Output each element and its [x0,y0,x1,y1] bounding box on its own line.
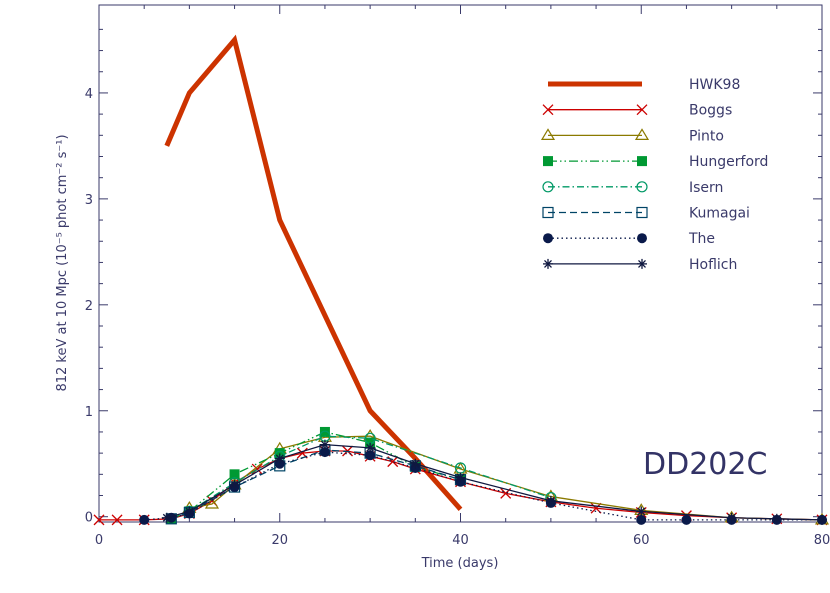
x-tick-label: 20 [271,533,288,548]
legend-marker [543,258,553,269]
series-hwk98 [164,34,463,511]
series-line-pinto [189,435,823,521]
data-point-hungerford [274,448,285,459]
legend-marker [542,104,554,116]
legend-marker [540,128,556,140]
data-point-hoflich [545,495,556,506]
legend-label: Kumagai [689,206,750,222]
data-point-hoflich [726,512,737,523]
data-point-hoflich [161,512,172,523]
data-point-hoflich [319,439,330,450]
y-tick-label: 1 [85,405,93,420]
legend-entry-isern: Isern [542,180,723,196]
data-point-hoflich [274,453,285,464]
legend-marker [637,233,647,244]
x-tick-label: 40 [452,533,469,548]
data-point-hungerford [319,426,330,437]
axis-ticks: 0 20 40 60 80 0 1 2 3 4 [85,5,830,548]
x-tick-label: 80 [814,533,830,548]
data-point-hoflich [771,513,782,524]
series-line-isern [189,435,552,512]
series-kumagai [165,444,467,525]
legend-entry-hungerford: Hungerford [543,154,768,170]
legend-label: Boggs [689,103,732,119]
data-point-hoflich [410,458,421,469]
legend-label: HWK98 [689,77,740,93]
legend-entry-the: The [543,231,715,247]
series-layer [93,34,830,526]
legend-marker [637,258,647,269]
series-line-hwk98 [164,34,463,511]
data-point-hungerford [229,469,240,480]
y-tick-label: 0 [85,511,93,526]
legend-marker [543,233,553,244]
x-axis-label: Time (days) [421,556,499,571]
x-tick-label: 60 [633,533,650,548]
data-point-hungerford [365,437,376,448]
data-point-hoflich [636,506,647,517]
legend-marker [636,181,648,193]
y-tick-label: 4 [85,87,93,102]
legend-marker [636,206,648,219]
data-point-hoflich [184,506,195,517]
legend-entry-kumagai: Kumagai [542,206,750,222]
legend-entry-hoflich: Hoflich [543,257,737,273]
data-point-boggs [111,514,123,526]
legend-entry-hwk98: HWK98 [548,77,740,93]
legend-label: Hoflich [689,257,737,273]
legend-marker [634,128,650,140]
series-hoflich [161,439,827,525]
y-tick-label: 2 [85,299,93,314]
data-point-boggs [93,514,105,526]
legend-marker [636,104,648,116]
series-line-hungerford [171,431,461,520]
data-point-the [365,450,376,461]
legend-marker [543,156,553,167]
data-point-pinto [204,496,220,509]
legend-marker [542,181,554,193]
legend-entry-boggs: Boggs [542,103,732,119]
data-point-hoflich [365,442,376,453]
y-tick-label: 3 [85,193,93,208]
data-point-hoflich [455,472,466,483]
legend-label: Pinto [689,128,724,144]
chart-annotation: DD202C [643,447,767,482]
legend-label: Isern [689,180,723,196]
legend: HWK98 Boggs Pinto Hungerford Isern Kumagai The… [540,77,768,273]
legend-label: Hungerford [689,154,768,170]
data-point-the [636,514,647,525]
data-point-hoflich [817,514,827,525]
data-point-the [319,447,330,458]
x-tick-label: 0 [95,533,103,548]
legend-marker [637,156,647,167]
series-hungerford [166,426,466,524]
legend-entry-pinto: Pinto [540,128,724,144]
legend-label: The [688,231,715,247]
series-line-the [144,451,822,521]
data-point-boggs [251,463,263,475]
data-point-the [139,514,150,525]
y-axis-label: 812 keV at 10 Mpc (10⁻⁵ phot cm⁻² s⁻¹) [55,134,70,391]
legend-marker [542,206,554,219]
data-point-the [681,514,692,525]
data-point-hoflich [229,479,240,490]
